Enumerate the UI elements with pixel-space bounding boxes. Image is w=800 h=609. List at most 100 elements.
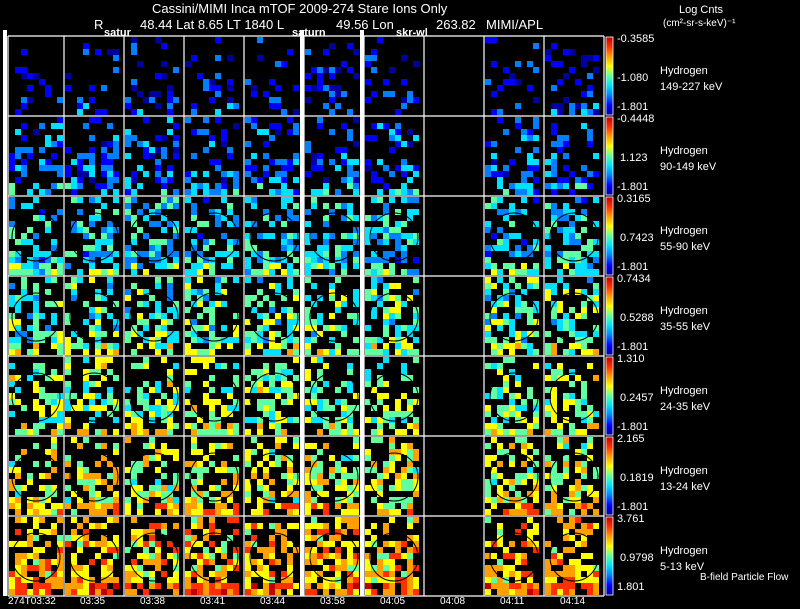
- heatmap-cell: [149, 405, 155, 411]
- heatmap-cell: [491, 393, 497, 399]
- heatmap-cell: [389, 553, 395, 559]
- heatmap-cell: [581, 197, 587, 203]
- heatmap-cell: [275, 523, 281, 529]
- heatmap-cell: [587, 443, 593, 449]
- heatmap-cell: [275, 215, 281, 221]
- heatmap-cell: [335, 553, 341, 559]
- heatmap-cell: [173, 141, 179, 147]
- heatmap-cell: [413, 485, 419, 491]
- heatmap-cell: [347, 577, 353, 583]
- heatmap-cell: [173, 485, 179, 491]
- heatmap-cell: [491, 91, 497, 97]
- heatmap-cell: [233, 239, 239, 245]
- heatmap-cell: [233, 251, 239, 257]
- heatmap-cell: [395, 325, 401, 331]
- heatmap-cell: [275, 97, 281, 103]
- heatmap-cell: [155, 343, 161, 349]
- heatmap-cell: [335, 461, 341, 467]
- heatmap-cell: [269, 343, 275, 349]
- heatmap-cell: [353, 479, 359, 485]
- heatmap-cell: [15, 589, 21, 595]
- heatmap-cell: [581, 307, 587, 313]
- heatmap-cell: [485, 485, 491, 491]
- heatmap-cell: [9, 375, 15, 381]
- heatmap-cell: [533, 307, 539, 313]
- heatmap-cell: [263, 571, 269, 577]
- image-panel: [365, 357, 419, 435]
- heatmap-cell: [257, 485, 263, 491]
- heatmap-cell: [167, 251, 173, 257]
- heatmap-cell: [51, 183, 57, 189]
- heatmap-cell: [581, 209, 587, 215]
- heatmap-cell: [407, 449, 413, 455]
- heatmap-cell: [365, 485, 371, 491]
- heatmap-cell: [107, 461, 113, 467]
- heatmap-cell: [143, 141, 149, 147]
- heatmap-cell: [77, 159, 83, 165]
- heatmap-cell: [551, 571, 557, 577]
- heatmap-cell: [335, 467, 341, 473]
- fov-circle: [549, 452, 599, 502]
- heatmap-cell: [33, 307, 39, 313]
- heatmap-cell: [389, 233, 395, 239]
- heatmap-cell: [323, 221, 329, 227]
- image-panel: [9, 197, 63, 275]
- heatmap-cell: [9, 461, 15, 467]
- heatmap-cell: [527, 61, 533, 67]
- heatmap-cell: [581, 503, 587, 509]
- heatmap-cell: [305, 529, 311, 535]
- heatmap-cell: [125, 177, 131, 183]
- heatmap-cell: [551, 215, 557, 221]
- heatmap-cell: [335, 203, 341, 209]
- heatmap-cell: [21, 541, 27, 547]
- heatmap-cell: [293, 375, 299, 381]
- heatmap-cell: [353, 227, 359, 233]
- heatmap-cell: [77, 109, 83, 115]
- heatmap-cell: [305, 497, 311, 503]
- heatmap-cell: [521, 589, 527, 595]
- heatmap-cell: [227, 565, 233, 571]
- heatmap-cell: [563, 399, 569, 405]
- heatmap-cell: [209, 399, 215, 405]
- heatmap-cell: [101, 509, 107, 515]
- heatmap-cell: [581, 399, 587, 405]
- heatmap-cell: [9, 399, 15, 405]
- heatmap-cell: [377, 547, 383, 553]
- heatmap-cell: [197, 233, 203, 239]
- heatmap-cell: [209, 571, 215, 577]
- lon-value: 263.82: [436, 17, 476, 32]
- heatmap-cell: [149, 541, 155, 547]
- heatmap-cell: [215, 159, 221, 165]
- heatmap-cell: [113, 577, 119, 583]
- heatmap-cell: [287, 565, 293, 571]
- heatmap-cell: [311, 553, 317, 559]
- heatmap-cell: [401, 221, 407, 227]
- heatmap-cell: [587, 263, 593, 269]
- heatmap-cell: [65, 387, 71, 393]
- heatmap-cell: [383, 79, 389, 85]
- heatmap-cell: [51, 153, 57, 159]
- heatmap-cell: [341, 251, 347, 257]
- heatmap-cell: [533, 197, 539, 203]
- heatmap-cell: [389, 269, 395, 275]
- heatmap-cell: [401, 301, 407, 307]
- heatmap-cell: [287, 491, 293, 497]
- heatmap-cell: [209, 497, 215, 503]
- heatmap-cell: [197, 565, 203, 571]
- heatmap-cell: [533, 491, 539, 497]
- heatmap-cell: [173, 363, 179, 369]
- heatmap-cell: [263, 491, 269, 497]
- heatmap-cell: [323, 85, 329, 91]
- image-panel: [245, 117, 299, 195]
- heatmap-cell: [33, 197, 39, 203]
- heatmap-cell: [515, 103, 521, 109]
- heatmap-cell: [137, 461, 143, 467]
- heatmap-cell: [515, 251, 521, 257]
- heatmap-cell: [545, 233, 551, 239]
- heatmap-cell: [131, 349, 137, 355]
- heatmap-cell: [389, 509, 395, 515]
- heatmap-cell: [305, 443, 311, 449]
- heatmap-cell: [173, 509, 179, 515]
- heatmap-cell: [395, 485, 401, 491]
- heatmap-cell: [131, 529, 137, 535]
